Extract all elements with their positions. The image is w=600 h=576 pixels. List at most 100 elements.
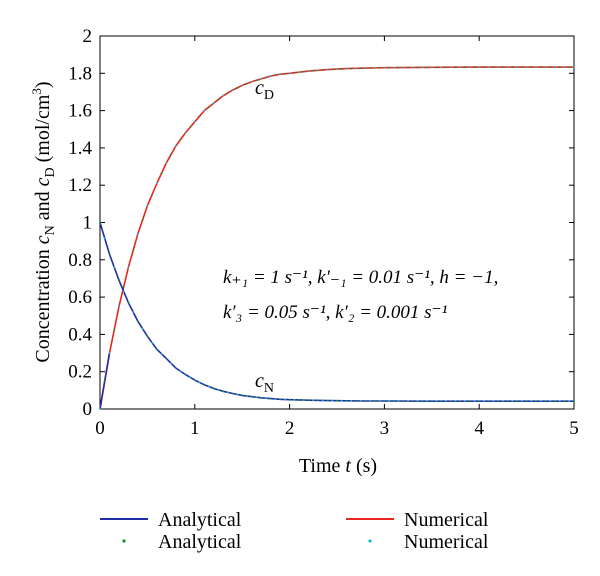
y-tick-label: 1	[83, 213, 93, 234]
series-dot-cd	[260, 78, 263, 80]
series-dot-cn	[179, 370, 182, 373]
series-dot-cn	[454, 400, 457, 403]
series-dot-cn	[468, 400, 471, 403]
series-dot-cd	[250, 80, 253, 83]
series-dot-cd	[487, 66, 490, 68]
series-dot-cd	[454, 66, 457, 69]
series-dot-cd	[340, 68, 343, 70]
x-tick-label: 2	[285, 418, 295, 439]
legend: Analytical Numerical Analytical Numerica…	[100, 509, 489, 553]
series-dot-cn	[118, 279, 120, 282]
series-dot-cd	[374, 67, 376, 69]
x-tick-label: 3	[380, 418, 390, 439]
series-dot-cd	[539, 66, 542, 68]
y-tick-label: 0.4	[68, 324, 92, 345]
legend-label-numerical-line: Numerical	[404, 509, 489, 531]
series-dot-cn	[170, 362, 173, 365]
series-dot-cd	[445, 66, 447, 69]
series-dot-cd	[269, 75, 272, 77]
series-dot-cn	[525, 400, 528, 403]
series-dot-cd	[146, 204, 149, 207]
y-tick-label: 0.2	[68, 362, 92, 383]
series-dot-cd	[288, 72, 291, 75]
series-dot-cn	[236, 393, 239, 396]
series-dot-cn	[473, 400, 476, 403]
x-tick-label: 5	[569, 418, 579, 439]
series-dot-cd	[141, 218, 144, 221]
series-dot-cd	[293, 71, 296, 74]
series-dot-cd	[478, 66, 481, 68]
series-dot-cd	[449, 66, 452, 69]
legend-label-analytical-line: Analytical	[158, 509, 242, 531]
series-dot-cn	[478, 400, 481, 403]
series-dot-cd	[165, 161, 168, 164]
series-dot-cd	[255, 79, 258, 82]
series-dot-cn	[217, 389, 220, 391]
series-dot-cn	[421, 400, 424, 402]
series-dot-cd	[174, 145, 177, 147]
series-dot-cn	[388, 400, 390, 402]
series-dot-cn	[103, 237, 106, 240]
series-dot-cd	[554, 66, 556, 68]
series-dot-cn	[184, 373, 187, 376]
series-dot-cd	[336, 68, 338, 70]
x-tick-label: 1	[190, 418, 200, 439]
series-dot-cn	[246, 395, 248, 397]
series-dot-cd	[350, 67, 353, 70]
series-dot-cd	[198, 115, 201, 118]
series-dot-cn	[502, 400, 504, 403]
series-dot-cn	[151, 341, 154, 344]
series-dot-cd	[421, 66, 424, 69]
series-dot-cn	[189, 376, 192, 379]
series-dot-cn	[302, 399, 305, 401]
series-dot-cn	[122, 290, 125, 293]
series-dot-cd	[502, 66, 504, 68]
series-dot-cd	[397, 66, 400, 69]
series-dot-cd	[326, 68, 329, 71]
curve-label-cn: cN	[255, 370, 274, 396]
legend-swatch-numerical-dots	[368, 539, 372, 543]
series-dot-cn	[459, 400, 462, 403]
series-dot-cd	[530, 66, 533, 68]
series-dot-cn	[340, 399, 343, 402]
series-dot-cd	[227, 92, 229, 94]
curve-label-cd: cD	[255, 77, 274, 103]
series-dot-cd	[170, 153, 173, 156]
x-tick-labels: 0 1 2 3 4 5	[95, 418, 579, 439]
x-axis-label: Time t (s)	[299, 455, 377, 477]
series-dot-cn	[298, 399, 300, 401]
series-dot-cd	[312, 69, 315, 72]
series-dot-cd	[179, 138, 182, 141]
series-dot-cd	[212, 102, 215, 104]
series-dot-cd	[464, 66, 466, 69]
series-dot-cd	[506, 66, 509, 68]
curves	[99, 66, 575, 410]
series-dot-cd	[127, 266, 130, 269]
series-dot-cd	[483, 66, 485, 68]
series-dot-cn	[137, 320, 139, 323]
legend-swatch-analytical-dots	[122, 539, 126, 543]
series-dot-cd	[265, 76, 267, 79]
series-dot-cn	[141, 327, 144, 330]
series-dot-cd	[544, 66, 547, 68]
series-dot-cd	[492, 66, 495, 68]
series-dot-cn	[411, 400, 414, 402]
series-dot-cd	[113, 328, 116, 331]
series-dot-cd	[525, 66, 528, 68]
series-dot-cn	[440, 400, 443, 403]
series-dot-cn	[416, 400, 419, 402]
series-dot-cn	[193, 379, 196, 381]
series-dot-cn	[269, 397, 272, 400]
series-dot-cd	[274, 74, 277, 77]
series-dot-cn	[369, 400, 372, 402]
series-dot-cn	[241, 394, 244, 397]
series-dot-cn	[383, 400, 386, 402]
y-tick-label: 1.2	[68, 175, 92, 196]
series-dot-cd	[317, 69, 319, 72]
series-dot-cn	[516, 400, 518, 403]
series-dot-cn	[317, 399, 319, 402]
series-dot-cn	[407, 400, 409, 402]
series-dot-cn	[355, 400, 357, 402]
series-dot-cd	[298, 71, 300, 74]
